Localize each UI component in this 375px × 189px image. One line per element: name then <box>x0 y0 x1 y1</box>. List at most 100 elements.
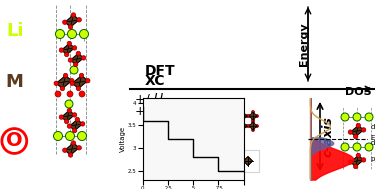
Circle shape <box>68 58 73 62</box>
Text: d: d <box>370 140 375 146</box>
Circle shape <box>341 113 349 121</box>
Circle shape <box>248 125 250 128</box>
Circle shape <box>252 119 255 122</box>
Circle shape <box>80 73 84 78</box>
Polygon shape <box>243 156 252 166</box>
Circle shape <box>78 132 87 140</box>
Circle shape <box>59 115 64 119</box>
Circle shape <box>248 115 250 118</box>
Circle shape <box>79 91 85 97</box>
Circle shape <box>362 158 366 162</box>
Polygon shape <box>239 112 247 120</box>
Circle shape <box>55 91 61 97</box>
Circle shape <box>251 160 254 163</box>
FancyBboxPatch shape <box>237 150 259 172</box>
Circle shape <box>72 113 77 117</box>
Circle shape <box>348 130 352 134</box>
Circle shape <box>354 164 358 169</box>
Text: Energy: Energy <box>299 22 309 66</box>
Y-axis label: Voltage: Voltage <box>120 126 126 152</box>
Circle shape <box>76 86 81 91</box>
Circle shape <box>63 73 68 78</box>
Circle shape <box>67 124 72 128</box>
Circle shape <box>59 48 64 52</box>
Circle shape <box>365 113 373 121</box>
Polygon shape <box>69 119 82 130</box>
Text: U: U <box>153 92 162 105</box>
Text: DOS: DOS <box>345 87 371 97</box>
Circle shape <box>255 125 258 128</box>
Circle shape <box>246 164 249 167</box>
Polygon shape <box>72 75 88 88</box>
Circle shape <box>63 148 67 152</box>
Circle shape <box>68 25 73 29</box>
Circle shape <box>70 78 74 83</box>
Circle shape <box>86 78 90 83</box>
Circle shape <box>242 121 244 123</box>
Circle shape <box>255 115 258 118</box>
Circle shape <box>64 52 69 57</box>
Circle shape <box>81 56 86 60</box>
Circle shape <box>68 153 73 157</box>
Text: M: M <box>5 73 23 91</box>
Circle shape <box>365 143 373 151</box>
Circle shape <box>67 108 72 113</box>
Text: c-axis: c-axis <box>322 117 335 157</box>
Text: +/-: +/- <box>135 92 162 105</box>
Text: d: d <box>370 124 375 130</box>
Circle shape <box>237 115 240 118</box>
Circle shape <box>66 132 75 140</box>
Circle shape <box>252 111 255 114</box>
Circle shape <box>354 134 358 139</box>
Circle shape <box>251 160 254 163</box>
Polygon shape <box>243 156 252 166</box>
Polygon shape <box>239 122 247 130</box>
Circle shape <box>362 128 366 132</box>
Polygon shape <box>70 53 84 64</box>
Circle shape <box>56 29 64 39</box>
Text: O: O <box>6 132 22 150</box>
Circle shape <box>242 119 244 122</box>
Polygon shape <box>249 112 257 120</box>
Text: +/- vdW: +/- vdW <box>135 105 186 118</box>
Circle shape <box>246 155 249 158</box>
Circle shape <box>60 86 64 91</box>
Circle shape <box>65 100 73 108</box>
Circle shape <box>64 119 69 124</box>
Circle shape <box>54 81 58 85</box>
Circle shape <box>74 62 78 67</box>
Circle shape <box>72 128 77 133</box>
Circle shape <box>54 132 63 140</box>
Text: Stability: Stability <box>222 108 235 166</box>
Polygon shape <box>56 75 72 88</box>
Circle shape <box>353 113 361 121</box>
Circle shape <box>71 13 76 17</box>
Circle shape <box>246 115 249 118</box>
Circle shape <box>356 153 360 158</box>
Polygon shape <box>62 111 75 122</box>
Polygon shape <box>350 125 364 136</box>
Circle shape <box>246 164 249 167</box>
Polygon shape <box>62 43 75 54</box>
Circle shape <box>356 123 360 128</box>
Circle shape <box>242 129 244 132</box>
Circle shape <box>77 146 81 150</box>
Circle shape <box>353 143 361 151</box>
Text: XC: XC <box>145 74 165 88</box>
Circle shape <box>77 18 81 22</box>
Polygon shape <box>350 156 364 167</box>
Circle shape <box>252 129 255 132</box>
Circle shape <box>70 66 78 74</box>
Circle shape <box>72 46 77 50</box>
Text: p: p <box>370 156 375 162</box>
Polygon shape <box>65 143 79 155</box>
Circle shape <box>70 81 74 85</box>
Circle shape <box>63 20 67 24</box>
Circle shape <box>341 143 349 151</box>
Circle shape <box>71 141 76 145</box>
Circle shape <box>76 51 81 56</box>
Circle shape <box>80 122 85 126</box>
Polygon shape <box>249 122 257 130</box>
Circle shape <box>252 121 255 123</box>
Text: Li: Li <box>6 22 24 40</box>
